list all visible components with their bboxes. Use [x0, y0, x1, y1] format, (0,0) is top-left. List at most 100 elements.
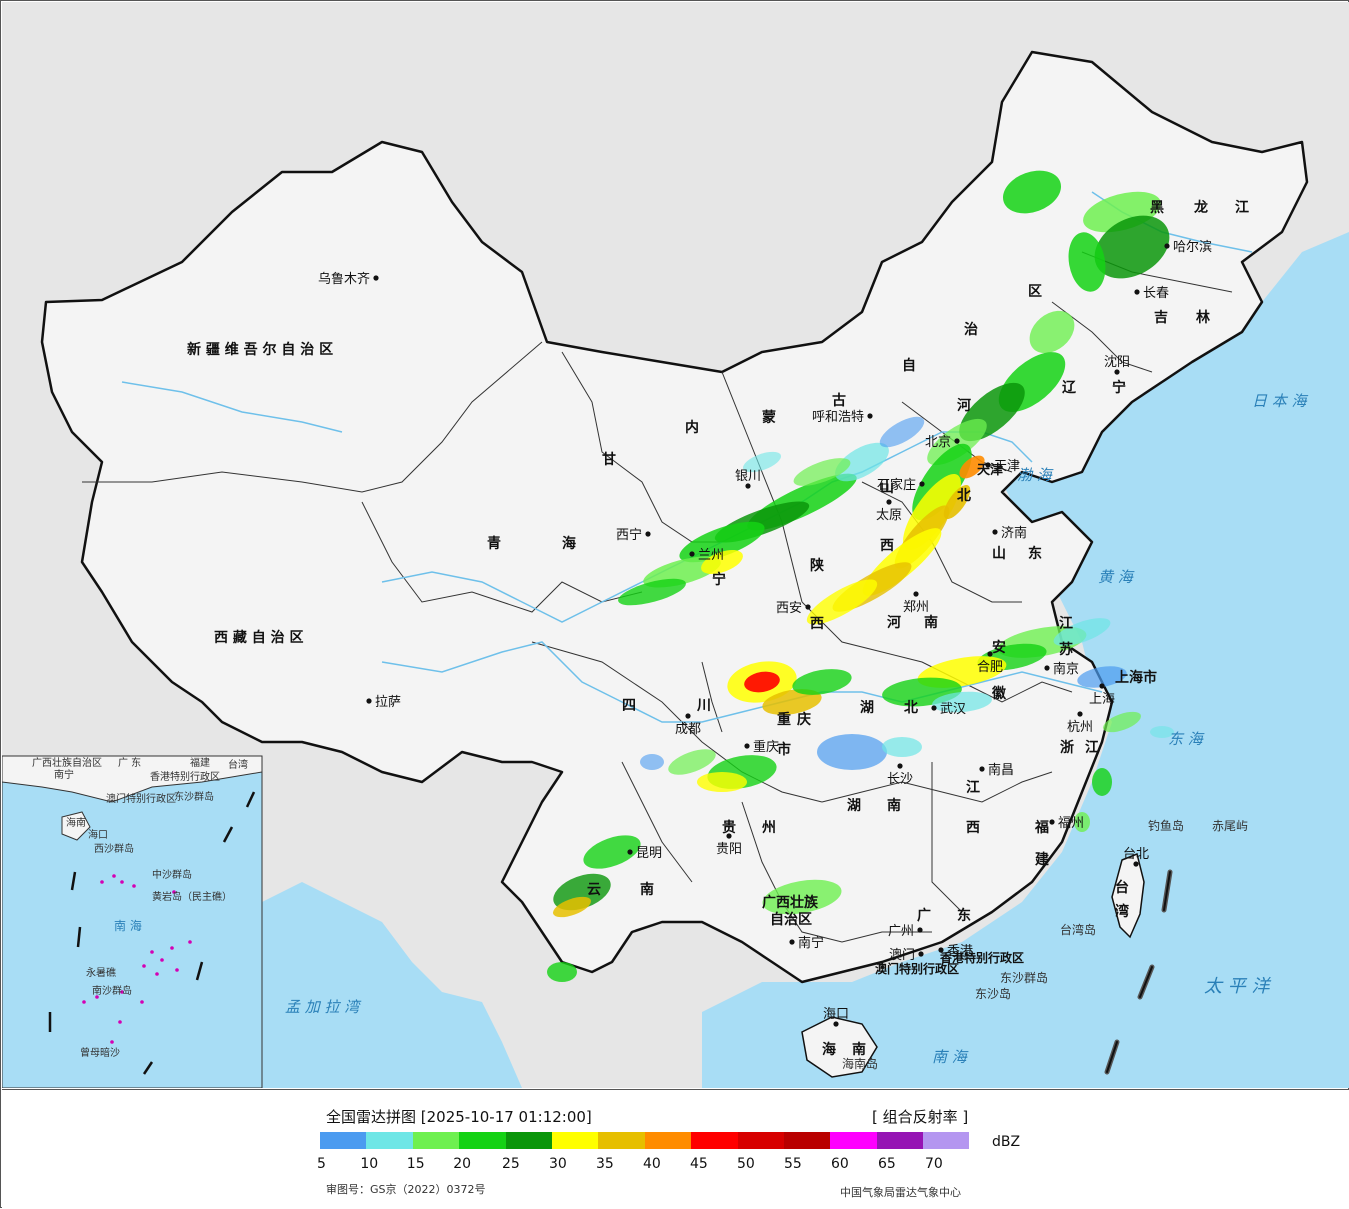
- scale-tick: 25: [502, 1156, 520, 1172]
- city-dot-nanjing: [1044, 665, 1050, 671]
- color-scale: [320, 1132, 970, 1149]
- label-chiwei: 赤尾屿: [1212, 819, 1248, 833]
- city-label-shenyang: 沈阳: [1104, 355, 1130, 370]
- city-dot-hangzhou: [1077, 711, 1083, 717]
- map-labels: 新 疆 维 吾 尔 自 治 区 西 藏 自 治 区 青 海 甘 内 蒙 古 自 …: [187, 199, 1249, 1058]
- scale-tick: 35: [596, 1156, 614, 1172]
- label-heilongjiang-3: 江: [1235, 199, 1249, 216]
- city-label-taipei: 台北: [1123, 847, 1149, 862]
- city-dot-shenyang: [1114, 369, 1120, 375]
- radar-echo: [640, 754, 664, 770]
- legend-panel: 全国雷达拼图 [2025-10-17 01:12:00] [ 组合反射率 ] d…: [2, 1089, 1349, 1209]
- label-chongqing-3: 市: [777, 741, 791, 758]
- label-hk: 香港特别行政区: [939, 950, 1024, 965]
- nine-dash-line-dark: [1106, 871, 1171, 1073]
- city-dot-chengdu: [685, 713, 691, 719]
- scale-tick: 30: [549, 1156, 567, 1172]
- label-shaanxi-2: 西: [810, 616, 824, 632]
- map-approval-number: 审图号：GS京（2022）0372号: [326, 1183, 486, 1196]
- city-dot-shanghai: [1099, 683, 1105, 689]
- city-label-haikou: 海口: [823, 1007, 849, 1022]
- label-henan-1: 河: [887, 614, 901, 631]
- label-bengal: 孟 加 拉 湾: [285, 998, 362, 1016]
- city-dot-fuzhou: [1049, 819, 1055, 825]
- radar-echo: [882, 737, 922, 757]
- radar-echo: [1029, 310, 1075, 354]
- label-guangxi-2: 自治区: [770, 911, 812, 928]
- label-hainan-island: 海南岛: [842, 1056, 878, 1071]
- sea-labels: 日 本 海 渤 海 黄 海 东 海 太 平 洋 南 海 孟 加 拉 湾: [285, 392, 1309, 1066]
- city-label-taiyuan: 太原: [876, 508, 902, 523]
- inset-dongsha: 东沙群岛: [174, 790, 214, 803]
- label-shandong-2: 东: [1028, 545, 1042, 562]
- bengal-sea-area: [262, 882, 522, 1088]
- legend-unit: dBZ: [992, 1134, 1021, 1150]
- label-nei-4: 自: [902, 357, 916, 374]
- city-dot-tianjin: [985, 462, 991, 468]
- label-dongsha-island: 东沙岛: [975, 986, 1011, 1001]
- radar-map: 新 疆 维 吾 尔 自 治 区 西 藏 自 治 区 青 海 甘 内 蒙 古 自 …: [2, 2, 1349, 1088]
- label-xinjiang: 新 疆 维 吾 尔 自 治 区: [187, 341, 333, 358]
- city-dot-lhasa: [366, 698, 372, 704]
- scale-tick: 20: [453, 1156, 472, 1172]
- city-label-changsha: 长沙: [887, 772, 913, 787]
- label-shanxi-2: 西: [880, 538, 894, 554]
- city-dot-macau: [918, 951, 924, 957]
- city-dot-hefei: [987, 651, 993, 657]
- inset-macau: 澳门特别行政区: [106, 792, 176, 805]
- label-japan-sea: 日 本 海: [1252, 392, 1309, 410]
- radar-echo: [1002, 170, 1062, 214]
- radar-echo: [697, 772, 747, 792]
- scale-tick: 15: [406, 1156, 425, 1172]
- inset-taiwan: 台湾: [228, 758, 248, 771]
- label-anhui-1: 安: [992, 639, 1006, 656]
- label-hebei-2: 北: [957, 488, 971, 504]
- radar-echo: [817, 734, 887, 770]
- city-label-lanzhou: 兰州: [698, 548, 724, 563]
- radar-echo: [762, 689, 822, 715]
- city-label-hefei: 合肥: [977, 660, 1003, 675]
- legend-title: 全国雷达拼图 [2025-10-17 01:12:00]: [326, 1108, 592, 1126]
- radar-echo: [1103, 711, 1141, 733]
- label-hunan-1: 湖: [847, 798, 861, 814]
- label-guizhou-2: 州: [761, 820, 776, 836]
- label-taiwan-2: 湾: [1115, 903, 1129, 920]
- map-canvas: 新 疆 维 吾 尔 自 治 区 西 藏 自 治 区 青 海 甘 内 蒙 古 自 …: [2, 2, 1349, 1088]
- color-swatch: [505, 1132, 552, 1149]
- label-south-sea: 南 海: [932, 1048, 969, 1066]
- label-guangdong-2: 东: [957, 907, 971, 924]
- city-dot-beijing: [954, 438, 960, 444]
- label-yellow-sea: 黄 海: [1098, 568, 1135, 586]
- radar-echo: [959, 455, 985, 479]
- city-dot-kunming: [627, 849, 633, 855]
- label-shanxi-1: 山: [880, 480, 894, 496]
- city-label-nanning: 南宁: [798, 935, 824, 951]
- inset-xisha: 西沙群岛: [94, 842, 134, 855]
- city-label-changchun: 长春: [1143, 286, 1169, 301]
- label-shandong-1: 山: [992, 546, 1006, 562]
- inset-hainan: 海南: [66, 816, 86, 829]
- color-swatch: [923, 1132, 970, 1149]
- city-dot-changchun: [1134, 289, 1140, 295]
- label-hunan-2: 南: [887, 797, 901, 814]
- radar-echo: [1074, 812, 1090, 832]
- label-tibet: 西 藏 自 治 区: [214, 629, 304, 646]
- label-guizhou-1: 贵: [722, 819, 736, 836]
- label-diaoyu: 钓鱼岛: [1148, 818, 1184, 833]
- radar-echo: [793, 458, 851, 486]
- label-bohai: 渤 海: [1017, 466, 1054, 484]
- inset-nansha: 南沙群岛: [92, 984, 132, 997]
- city-label-nanchang: 南昌: [988, 762, 1014, 778]
- city-dot-lanzhou: [689, 551, 695, 557]
- color-swatch: [320, 1132, 367, 1149]
- city-label-yinchuan: 银川: [735, 469, 761, 484]
- label-nei-5: 治: [964, 321, 978, 338]
- label-yunnan-2: 南: [640, 881, 654, 898]
- label-chongqing-2: 庆: [797, 711, 811, 728]
- scale-tick: 60: [831, 1156, 849, 1172]
- city-label-guangzhou: 广州: [888, 924, 914, 939]
- inset-haikou: 海口: [88, 828, 108, 841]
- city-dot-harbin: [1164, 243, 1170, 249]
- city-label-xining: 西宁: [616, 527, 642, 543]
- city-label-lhasa: 拉萨: [375, 695, 401, 710]
